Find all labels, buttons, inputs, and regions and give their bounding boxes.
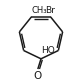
- Text: O: O: [33, 71, 42, 81]
- Text: HO: HO: [41, 46, 55, 55]
- Text: Br: Br: [45, 6, 55, 15]
- Text: CH₃: CH₃: [32, 6, 47, 15]
